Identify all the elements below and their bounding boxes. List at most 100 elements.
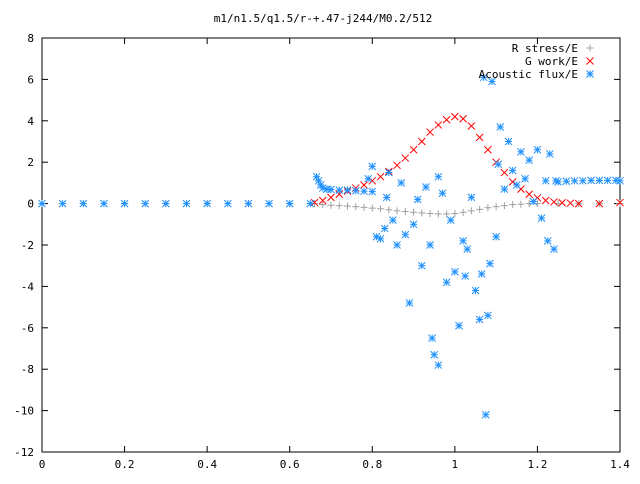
data-point	[484, 204, 492, 212]
data-point	[477, 270, 486, 278]
data-point	[578, 176, 587, 185]
data-point	[430, 350, 439, 359]
data-point	[182, 199, 191, 208]
data-point	[475, 133, 484, 142]
data-point	[525, 190, 534, 199]
data-point	[446, 216, 455, 225]
data-point	[529, 197, 538, 206]
data-point	[442, 115, 451, 124]
data-point	[360, 187, 368, 196]
data-point	[537, 214, 546, 222]
data-point	[603, 176, 612, 185]
data-point	[397, 179, 406, 187]
data-point	[517, 147, 525, 156]
data-point	[545, 150, 554, 158]
data-point	[541, 196, 550, 205]
data-point	[451, 112, 459, 121]
y-tick-label: -8	[21, 363, 34, 376]
data-point	[554, 178, 562, 186]
data-point	[319, 201, 327, 209]
data-point	[467, 193, 476, 202]
data-point	[494, 160, 503, 169]
data-point	[368, 187, 377, 196]
data-point	[500, 168, 509, 177]
data-point	[422, 183, 430, 191]
data-point	[455, 321, 463, 330]
y-tick-label: 4	[27, 115, 34, 128]
data-point	[380, 224, 389, 233]
data-point	[525, 156, 534, 164]
data-point	[442, 278, 451, 287]
data-point	[434, 172, 443, 181]
data-point	[562, 177, 571, 186]
legend-marker	[586, 44, 594, 52]
data-point	[550, 198, 558, 206]
y-tick-label: -10	[14, 405, 34, 418]
data-point	[343, 186, 352, 194]
data-point	[616, 198, 624, 207]
data-point	[508, 166, 517, 175]
data-point	[409, 145, 418, 154]
y-tick-label: 0	[27, 198, 34, 211]
y-tick-label: 2	[27, 156, 34, 169]
data-point	[500, 202, 508, 210]
data-point	[327, 185, 335, 194]
data-point	[574, 199, 583, 208]
data-point	[79, 199, 88, 208]
data-point	[496, 123, 505, 131]
data-point	[38, 199, 46, 208]
data-point	[393, 207, 401, 215]
data-point	[100, 199, 108, 208]
data-point	[459, 114, 467, 123]
data-point	[360, 203, 368, 211]
data-point	[426, 128, 434, 137]
data-point	[443, 210, 451, 218]
data-point	[306, 199, 315, 208]
data-point	[434, 361, 443, 369]
data-point	[570, 176, 579, 185]
data-point	[401, 207, 409, 215]
data-point	[616, 200, 624, 208]
data-point	[377, 205, 385, 213]
data-point	[351, 186, 360, 195]
data-point	[360, 181, 368, 189]
data-point	[500, 185, 509, 193]
data-point	[459, 208, 467, 216]
x-tick-label: 0	[39, 458, 46, 471]
data-point	[401, 230, 410, 239]
data-point	[389, 216, 397, 225]
data-point	[401, 154, 410, 162]
data-point	[410, 208, 418, 216]
x-axis: 0 0.2 0.4 0.6 0.8 1 1.2 1.4	[39, 38, 630, 471]
data-point	[486, 259, 494, 268]
data-point	[517, 200, 525, 208]
data-point	[508, 178, 517, 186]
data-point	[434, 210, 442, 218]
data-point	[368, 204, 376, 212]
legend-marker	[586, 57, 594, 65]
data-point	[595, 176, 604, 185]
data-point	[327, 193, 335, 202]
plot-frame	[41, 37, 621, 453]
y-tick-label: -2	[21, 239, 34, 252]
data-point	[558, 198, 567, 207]
series-2	[38, 73, 624, 419]
data-point	[488, 77, 496, 86]
data-point	[285, 199, 294, 208]
data-point	[385, 206, 393, 214]
data-point	[141, 199, 150, 208]
data-point	[376, 172, 385, 181]
data-point	[616, 176, 624, 185]
data-point	[413, 195, 422, 204]
legend-label: R stress/E	[512, 42, 578, 55]
data-point	[467, 207, 475, 215]
data-point	[409, 220, 418, 229]
x-tick-label: 0.6	[280, 458, 300, 471]
data-point	[463, 245, 472, 253]
data-point	[376, 234, 385, 243]
series-layer	[38, 73, 624, 419]
data-point	[509, 201, 517, 209]
data-point	[587, 176, 595, 185]
data-point	[417, 137, 426, 146]
x-tick-label: 1.4	[610, 458, 630, 471]
